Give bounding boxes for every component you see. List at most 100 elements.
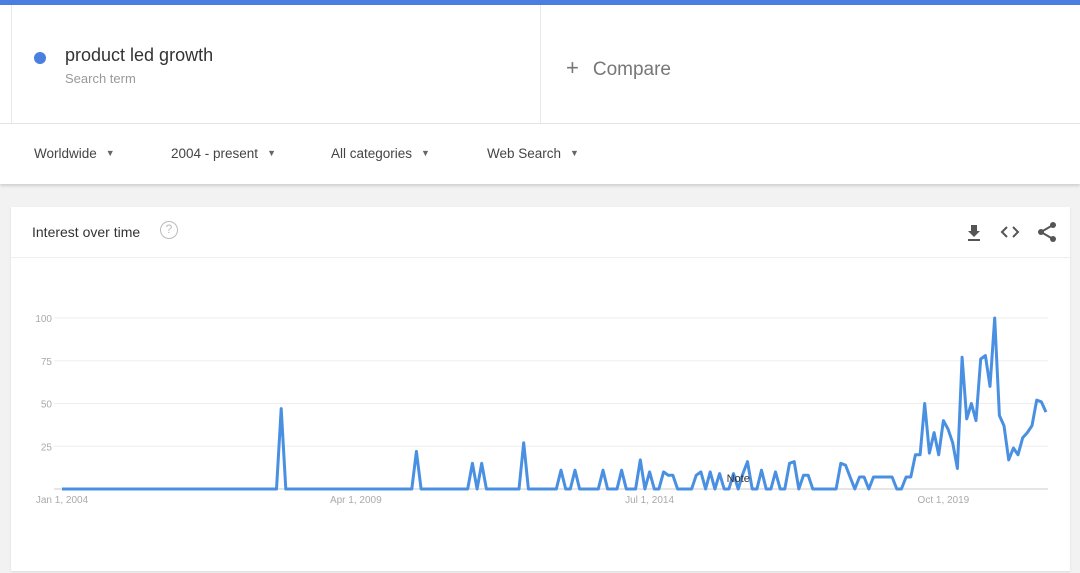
data-point[interactable] — [512, 487, 517, 492]
data-point[interactable] — [596, 487, 601, 492]
data-point[interactable] — [395, 487, 400, 492]
data-point[interactable] — [759, 468, 764, 473]
data-point[interactable] — [941, 418, 946, 423]
data-point[interactable] — [83, 487, 88, 492]
data-point[interactable] — [484, 487, 489, 492]
data-point[interactable] — [531, 487, 536, 492]
data-point[interactable] — [540, 487, 545, 492]
data-point[interactable] — [703, 487, 708, 492]
data-point[interactable] — [1020, 435, 1025, 440]
data-point[interactable] — [274, 487, 279, 492]
data-point[interactable] — [745, 459, 750, 464]
data-point[interactable] — [321, 487, 326, 492]
data-point[interactable] — [358, 487, 363, 492]
data-point[interactable] — [852, 487, 857, 492]
data-point[interactable] — [908, 475, 913, 480]
data-point[interactable] — [381, 487, 386, 492]
data-point[interactable] — [288, 487, 293, 492]
data-point[interactable] — [969, 401, 974, 406]
data-point[interactable] — [1034, 398, 1039, 403]
data-point[interactable] — [731, 471, 736, 476]
share-icon[interactable] — [1036, 221, 1058, 243]
data-point[interactable] — [97, 487, 102, 492]
data-point[interactable] — [400, 487, 405, 492]
data-point[interactable] — [950, 440, 955, 445]
data-point[interactable] — [69, 487, 74, 492]
data-point[interactable] — [316, 487, 321, 492]
data-point[interactable] — [866, 487, 871, 492]
data-point[interactable] — [992, 316, 997, 321]
search-term-card[interactable]: product led growth Search term — [11, 5, 541, 124]
data-point[interactable] — [479, 461, 484, 466]
data-point[interactable] — [1044, 410, 1049, 415]
data-point[interactable] — [181, 487, 186, 492]
data-point[interactable] — [199, 487, 204, 492]
data-point[interactable] — [1002, 423, 1007, 428]
data-point[interactable] — [143, 487, 148, 492]
data-point[interactable] — [796, 487, 801, 492]
data-point[interactable] — [437, 487, 442, 492]
data-point[interactable] — [157, 487, 162, 492]
data-point[interactable] — [307, 487, 312, 492]
data-point[interactable] — [656, 487, 661, 492]
data-point[interactable] — [619, 468, 624, 473]
data-point[interactable] — [311, 487, 316, 492]
data-point[interactable] — [517, 487, 522, 492]
data-point[interactable] — [297, 487, 302, 492]
data-point[interactable] — [684, 487, 689, 492]
data-point[interactable] — [162, 487, 167, 492]
data-point[interactable] — [293, 487, 298, 492]
data-point[interactable] — [185, 487, 190, 492]
data-point[interactable] — [423, 487, 428, 492]
data-point[interactable] — [670, 473, 675, 478]
data-point[interactable] — [465, 487, 470, 492]
data-point[interactable] — [409, 487, 414, 492]
data-point[interactable] — [451, 487, 456, 492]
download-icon[interactable] — [963, 221, 985, 243]
data-point[interactable] — [647, 469, 652, 474]
data-point[interactable] — [955, 466, 960, 471]
data-point[interactable] — [1039, 399, 1044, 404]
data-point[interactable] — [101, 487, 106, 492]
data-point[interactable] — [689, 487, 694, 492]
data-point[interactable] — [563, 487, 568, 492]
data-point[interactable] — [447, 487, 452, 492]
data-point[interactable] — [698, 469, 703, 474]
data-point[interactable] — [554, 487, 559, 492]
data-point[interactable] — [848, 475, 853, 480]
data-point[interactable] — [960, 355, 965, 360]
data-point[interactable] — [493, 487, 498, 492]
data-point[interactable] — [871, 475, 876, 480]
data-point[interactable] — [507, 487, 512, 492]
data-point[interactable] — [876, 475, 881, 480]
data-point[interactable] — [899, 487, 904, 492]
data-point[interactable] — [675, 487, 680, 492]
data-point[interactable] — [419, 487, 424, 492]
data-point[interactable] — [885, 475, 890, 480]
data-point[interactable] — [717, 471, 722, 476]
data-point[interactable] — [545, 487, 550, 492]
data-point[interactable] — [586, 487, 591, 492]
data-point[interactable] — [489, 487, 494, 492]
data-point[interactable] — [176, 487, 181, 492]
data-point[interactable] — [498, 487, 503, 492]
data-point[interactable] — [633, 487, 638, 492]
data-point[interactable] — [470, 461, 475, 466]
data-point[interactable] — [1011, 445, 1016, 450]
data-point[interactable] — [414, 449, 419, 454]
data-point[interactable] — [605, 487, 610, 492]
data-point[interactable] — [1030, 423, 1035, 428]
data-point[interactable] — [148, 487, 153, 492]
data-point[interactable] — [722, 487, 727, 492]
data-point[interactable] — [1016, 452, 1021, 457]
data-point[interactable] — [330, 487, 335, 492]
data-point[interactable] — [325, 487, 330, 492]
data-point[interactable] — [260, 487, 265, 492]
data-point[interactable] — [433, 487, 438, 492]
data-point[interactable] — [171, 487, 176, 492]
data-point[interactable] — [862, 475, 867, 480]
data-point[interactable] — [535, 487, 540, 492]
data-point[interactable] — [918, 452, 923, 457]
compare-button[interactable]: + Compare — [566, 55, 671, 81]
data-point[interactable] — [213, 487, 218, 492]
